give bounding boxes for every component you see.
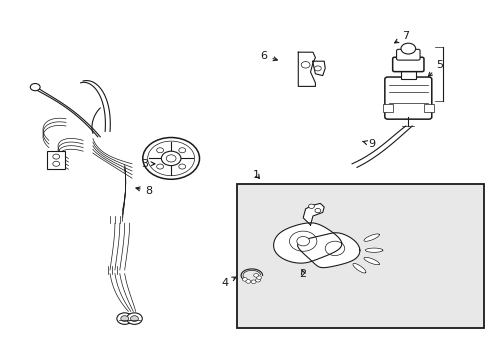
Circle shape [296, 237, 309, 246]
Circle shape [130, 316, 138, 321]
Circle shape [156, 148, 163, 153]
Polygon shape [297, 233, 359, 267]
FancyBboxPatch shape [396, 49, 419, 60]
Circle shape [30, 84, 40, 91]
Circle shape [255, 278, 260, 282]
Bar [237, 184, 483, 328]
Circle shape [308, 204, 314, 208]
Text: 3: 3 [141, 159, 155, 169]
Circle shape [179, 164, 185, 169]
Circle shape [242, 278, 247, 281]
Bar [423, 104, 433, 112]
Bar [382, 104, 392, 112]
FancyBboxPatch shape [384, 77, 431, 119]
Circle shape [117, 313, 132, 324]
Circle shape [314, 208, 320, 213]
Bar [47, 151, 65, 169]
Polygon shape [365, 248, 382, 252]
Text: 6: 6 [260, 51, 277, 61]
Circle shape [53, 154, 60, 159]
Text: 7: 7 [394, 31, 408, 43]
FancyBboxPatch shape [392, 57, 423, 72]
Text: 4: 4 [221, 277, 236, 288]
Bar [400, 70, 415, 79]
Circle shape [314, 66, 321, 71]
Circle shape [400, 43, 415, 54]
Polygon shape [363, 257, 379, 265]
Circle shape [179, 148, 185, 153]
Circle shape [245, 280, 250, 283]
Circle shape [156, 164, 163, 169]
Circle shape [253, 274, 258, 277]
Polygon shape [312, 61, 325, 76]
Circle shape [126, 313, 142, 324]
Polygon shape [298, 52, 315, 86]
Polygon shape [363, 234, 379, 241]
Circle shape [251, 280, 256, 284]
Circle shape [53, 161, 60, 166]
Circle shape [256, 276, 261, 279]
Circle shape [166, 155, 176, 162]
Circle shape [161, 151, 181, 166]
Polygon shape [352, 264, 365, 273]
Circle shape [142, 138, 199, 179]
Circle shape [301, 62, 309, 68]
Text: 1: 1 [253, 170, 260, 180]
Circle shape [121, 316, 128, 321]
Polygon shape [273, 223, 341, 263]
Polygon shape [303, 203, 324, 225]
Text: 9: 9 [362, 139, 374, 149]
Text: 8: 8 [136, 186, 152, 196]
Text: 5: 5 [427, 60, 443, 76]
Text: 2: 2 [299, 269, 306, 279]
